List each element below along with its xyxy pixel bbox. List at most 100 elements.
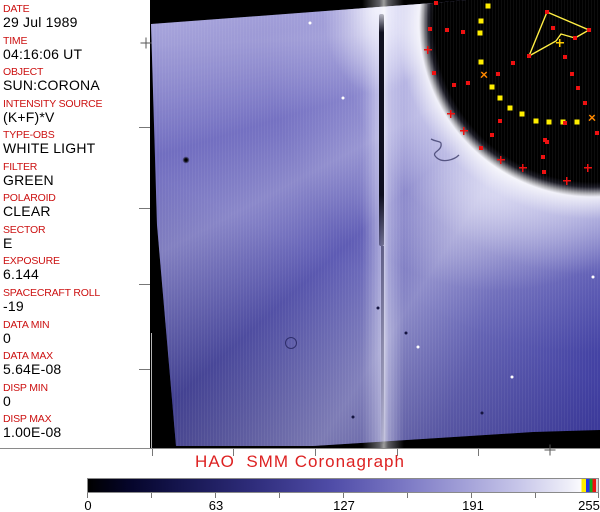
red-square-marker [479,146,483,150]
yellow-plus-marker [556,39,564,47]
red-square-marker [428,27,432,31]
colorbar-tick [535,493,536,498]
metadata-field-type-obs: TYPE-OBS WHITE LIGHT [3,130,149,156]
red-square-marker [490,133,494,137]
metadata-field-data-max: DATA MAX 5.64E-08 [3,351,149,377]
yellow-square-marker [497,95,503,101]
field-value: 0 [3,329,11,346]
red-square-marker [452,83,456,87]
metadata-field-spacecraft-roll: SPACECRAFT ROLL -19 [3,288,149,314]
field-label: POLAROID [3,192,56,205]
field-value: (K+F)*V [3,108,55,125]
bottom-axis-tick [152,449,153,456]
red-square-marker [563,121,567,125]
field-label: SECTOR [3,223,46,236]
red-plus-marker [497,156,505,164]
white-speck [308,21,312,25]
field-value: 0 [3,392,11,409]
colorbar-tick [151,493,152,498]
red-square-marker [595,131,599,135]
bottom-axis-tick [233,449,234,456]
field-label: TYPE-OBS [3,129,55,142]
field-value: 5.64E-08 [3,361,62,378]
red-square-marker [541,155,545,159]
field-label: DATA MIN [3,318,50,331]
metadata-field-time: TIME 04:16:06 UT [3,34,149,62]
colorbar-tick [343,493,344,498]
colorbar-tick [215,493,216,498]
metadata-field-polaroid: POLAROID CLEAR [3,193,149,219]
fiducial-plus-left [140,37,152,49]
metadata-field-disp-min: DISP MIN 0 [3,381,149,409]
yellow-square-marker [485,3,491,9]
field-label: DATA MAX [3,350,53,363]
white-speck [341,96,345,100]
red-square-marker [545,140,549,144]
metadata-field-date: DATE 29 Jul 1989 [3,4,149,30]
bottom-axis-line [0,448,600,449]
dark-speck [376,306,380,310]
colorbar-label-255: 255 [578,498,600,512]
field-label: SPACECRAFT ROLL [3,286,100,299]
red-square-marker [587,28,591,32]
field-label: FILTER [3,160,38,173]
left-axis-tick [139,369,150,370]
white-speck [591,275,595,279]
red-plus-marker [447,110,455,118]
yellow-square-marker [507,105,513,111]
bottom-axis-tick [315,449,316,456]
field-value: -19 [3,297,24,314]
metadata-panel: DATE 29 Jul 1989 TIME 04:16:06 UT OBJECT SUN:… [0,0,150,450]
yellow-square-marker [489,84,495,90]
red-square-marker [432,71,436,75]
yellow-square-marker [478,18,484,24]
field-label: DISP MIN [3,381,48,394]
yellow-square-marker [477,30,483,36]
red-square-marker [511,61,515,65]
red-plus-marker [519,164,527,172]
left-axis-tick [139,284,150,285]
red-square-marker [527,54,531,58]
red-plus-marker [424,46,432,54]
red-square-marker [563,55,567,59]
field-label: EXPOSURE [3,255,60,268]
red-square-marker [498,119,502,123]
red-plus-marker [460,127,468,135]
white-speck [416,345,420,349]
fiducial-plus-bottom [544,444,556,456]
metadata-field-disp-max: DISP MAX 1.00E-08 [3,414,149,440]
colorbar-label-127: 127 [333,498,355,512]
field-label: OBJECT [3,66,44,79]
field-label: INTENSITY SOURCE [3,97,103,110]
field-value: 29 Jul 1989 [3,14,78,30]
red-square-marker [445,28,449,32]
bottom-axis-tick [478,449,479,456]
yellow-square-marker [546,119,552,125]
field-value: GREEN [3,171,54,188]
bottom-axis-tick [397,449,398,456]
field-value: CLEAR [3,203,51,220]
red-square-marker [551,26,555,30]
field-value: WHITE LIGHT [3,140,96,157]
coronagraph-image-area [150,0,600,449]
dark-speck [404,331,408,335]
colorbar-label-191: 191 [462,498,484,512]
ring-artifact [285,337,297,349]
field-value: 04:16:06 UT [3,45,83,62]
dark-speck [351,415,355,419]
field-label: TIME [3,34,28,47]
dark-speck [480,411,484,415]
footer-title: HAO SMM Coronagraph [195,452,405,471]
field-value: E [3,234,13,251]
colorbar-label-63: 63 [208,498,224,512]
metadata-field-filter: FILTER GREEN [3,162,149,188]
metadata-field-sector: SECTOR E [3,225,149,251]
red-square-marker [583,101,587,105]
intensity-colorbar [87,478,599,493]
red-square-marker [545,10,549,14]
left-axis-tick [139,208,150,209]
red-plus-marker [563,177,571,185]
metadata-field-intensity-source: INTENSITY SOURCE (K+F)*V [3,97,149,125]
field-label: DISP MAX [3,413,52,426]
